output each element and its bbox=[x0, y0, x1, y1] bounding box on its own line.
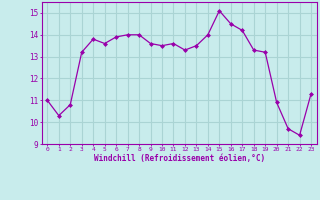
X-axis label: Windchill (Refroidissement éolien,°C): Windchill (Refroidissement éolien,°C) bbox=[94, 154, 265, 163]
